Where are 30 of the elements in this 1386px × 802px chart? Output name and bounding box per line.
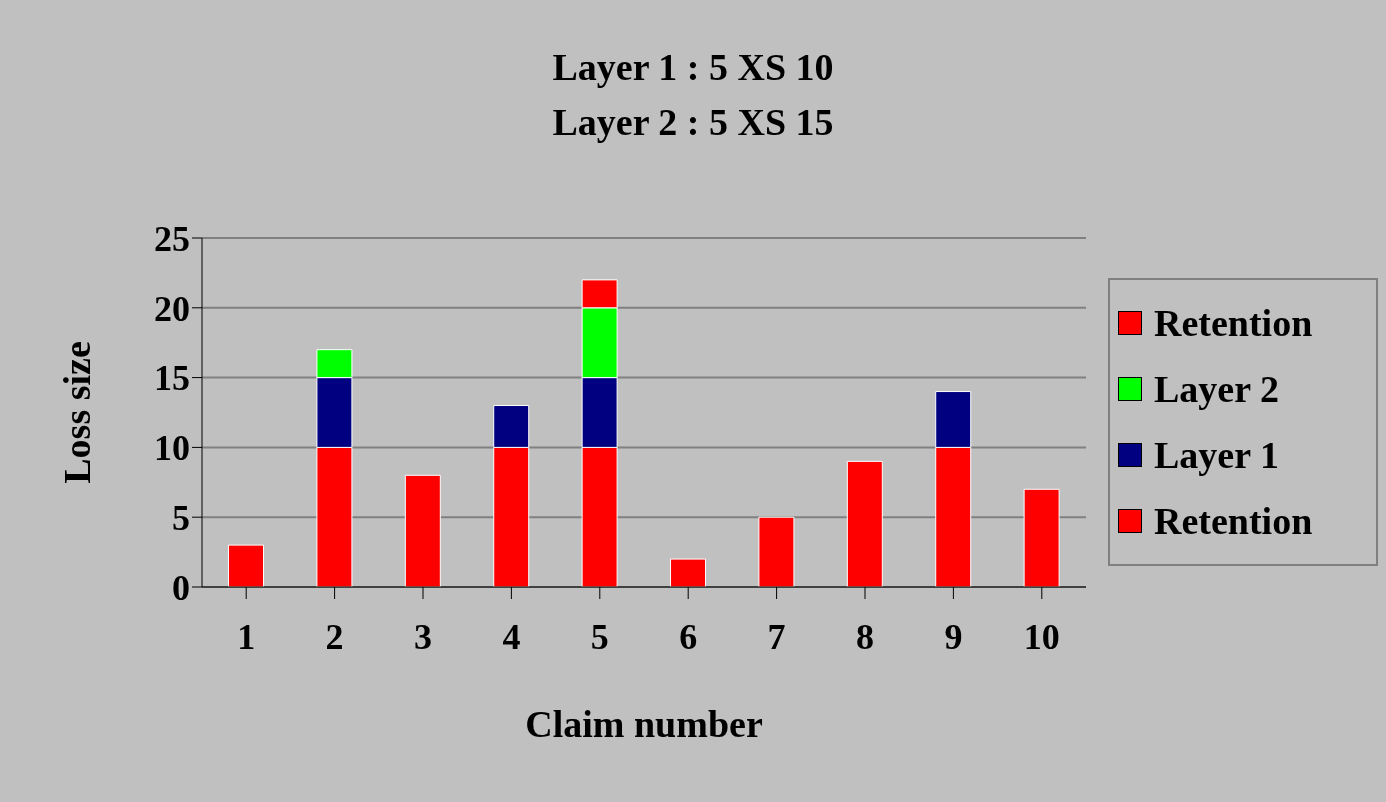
chart-title: Layer 1 : 5 XS 10 xyxy=(551,45,835,89)
x-tick-label: 8 xyxy=(856,616,874,657)
legend-label: Retention xyxy=(1154,301,1313,345)
bar xyxy=(228,544,265,587)
bar xyxy=(1023,488,1060,587)
x-tick-label: 5 xyxy=(590,616,609,657)
x-axis-title: Claim number xyxy=(525,703,763,745)
x-tick-label: 2 xyxy=(325,616,344,657)
y-axis-title: Loss size xyxy=(56,341,99,484)
chart-subtitle: Layer 2 : 5 XS 15 xyxy=(551,100,835,144)
legend-label: Layer 1 xyxy=(1154,433,1279,477)
y-tick-label: 20 xyxy=(154,288,190,329)
bar xyxy=(404,474,441,587)
legend-label: Layer 2 xyxy=(1154,367,1279,411)
y-tick-label: 5 xyxy=(172,497,190,538)
x-tick-label: 7 xyxy=(767,616,786,657)
x-tick-label: 10 xyxy=(1023,616,1060,657)
y-tick-label: 0 xyxy=(172,567,190,608)
legend-label: Retention xyxy=(1154,499,1313,543)
y-tick-label: 15 xyxy=(154,358,190,399)
x-tick-label: 9 xyxy=(944,616,963,657)
bar xyxy=(758,516,795,587)
x-tick-label: 3 xyxy=(414,616,432,657)
bar xyxy=(846,460,883,587)
x-tick-label: 1 xyxy=(237,616,256,657)
y-tick-label: 10 xyxy=(154,428,190,469)
x-tick-label: 4 xyxy=(502,616,521,657)
bar xyxy=(670,558,707,587)
x-tick-label: 6 xyxy=(679,616,698,657)
y-tick-label: 25 xyxy=(154,218,190,259)
